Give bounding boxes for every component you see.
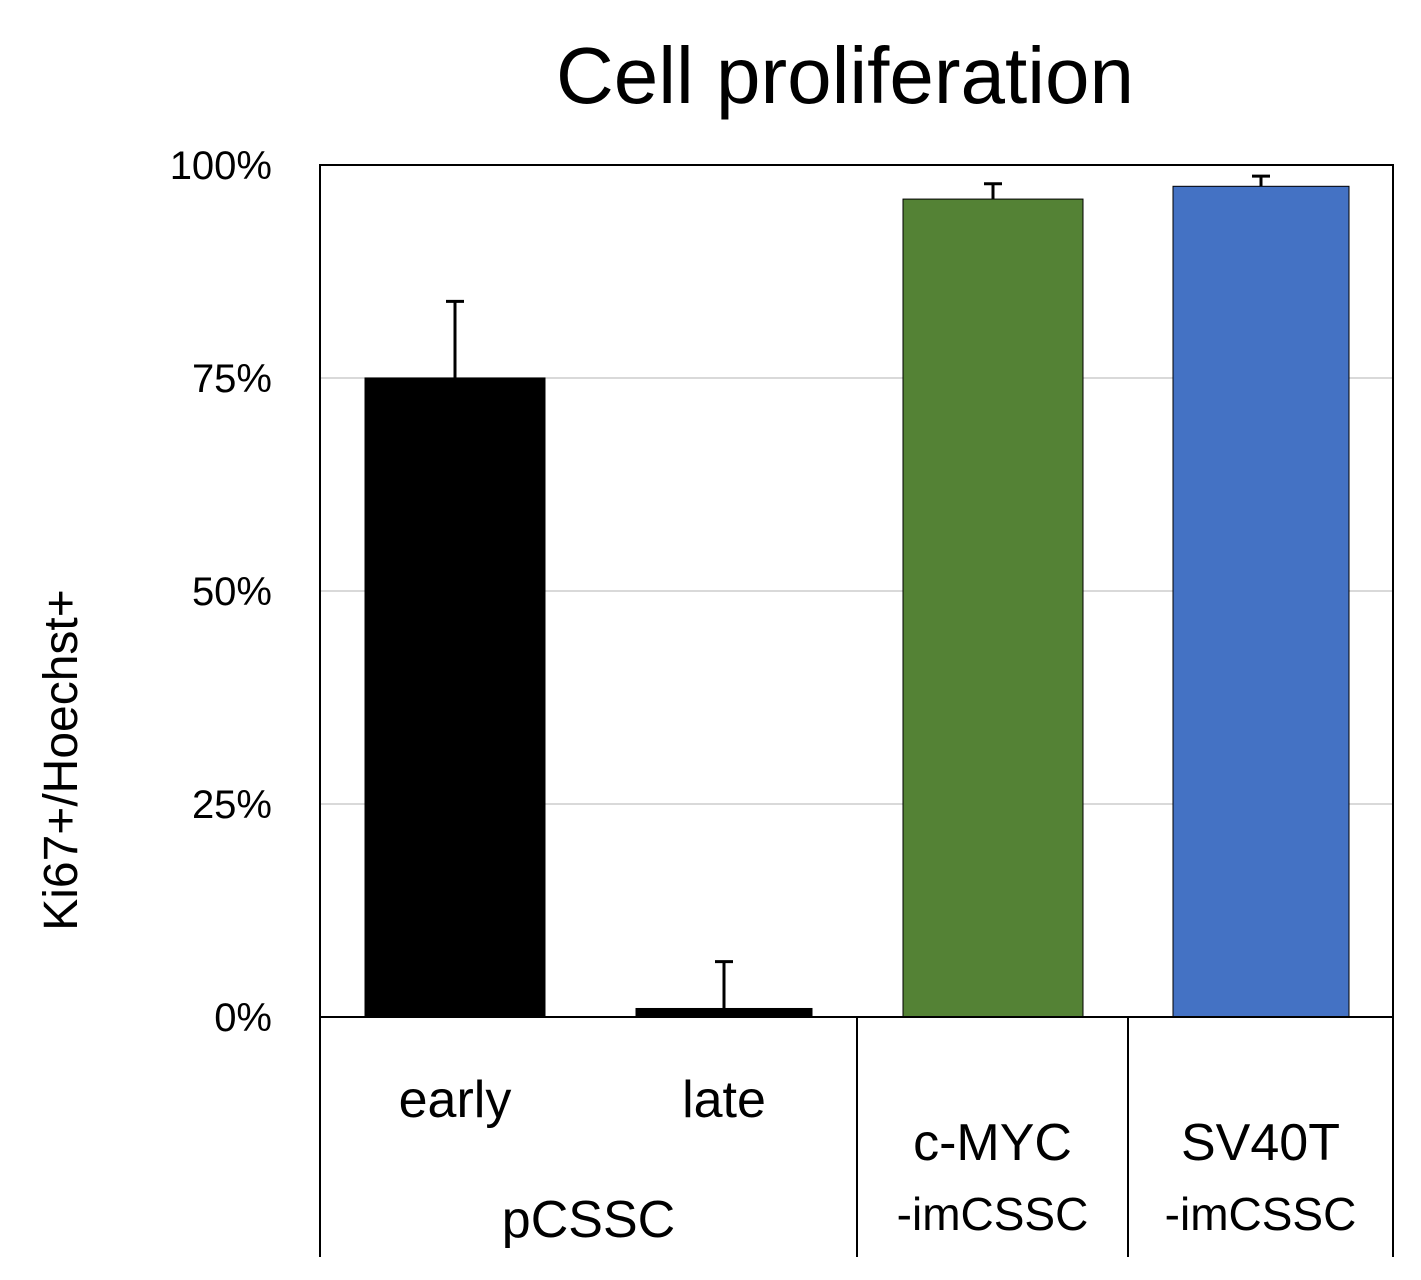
bar-early [364,377,546,1018]
y-tick-label: 100% [170,144,272,188]
group-label-pcssc: pCSSC [502,1191,675,1249]
category-label-c-myc: c-MYC [913,1114,1072,1172]
category-label-late: late [682,1071,766,1129]
category-label-sv40t: SV40T [1181,1114,1340,1172]
chart-title: Cell proliferation [556,31,1134,120]
category-sublabel-c-myc: -imCSSC [897,1188,1089,1240]
bar-sv40t [1172,185,1350,1018]
y-axis-label: Ki67+/Hoechst+ [35,589,88,931]
y-tick-label: 50% [192,570,272,614]
category-sublabel-sv40t: -imCSSC [1165,1188,1357,1240]
category-label-early: early [399,1071,512,1129]
y-tick-label: 75% [192,357,272,401]
bar-late [635,1007,813,1018]
bars [364,185,1350,1018]
y-axis-ticks: 0% 25% 50% 75% 100% [170,144,272,1040]
y-tick-label: 25% [192,783,272,827]
category-labels: early late pCSSC c-MYC -imCSSC SV40T -imCSSC [399,1071,1357,1249]
y-tick-label: 0% [214,996,272,1040]
category-table [319,1017,1394,1257]
bar-c-myc [902,198,1084,1018]
error-bars [446,174,1270,1009]
